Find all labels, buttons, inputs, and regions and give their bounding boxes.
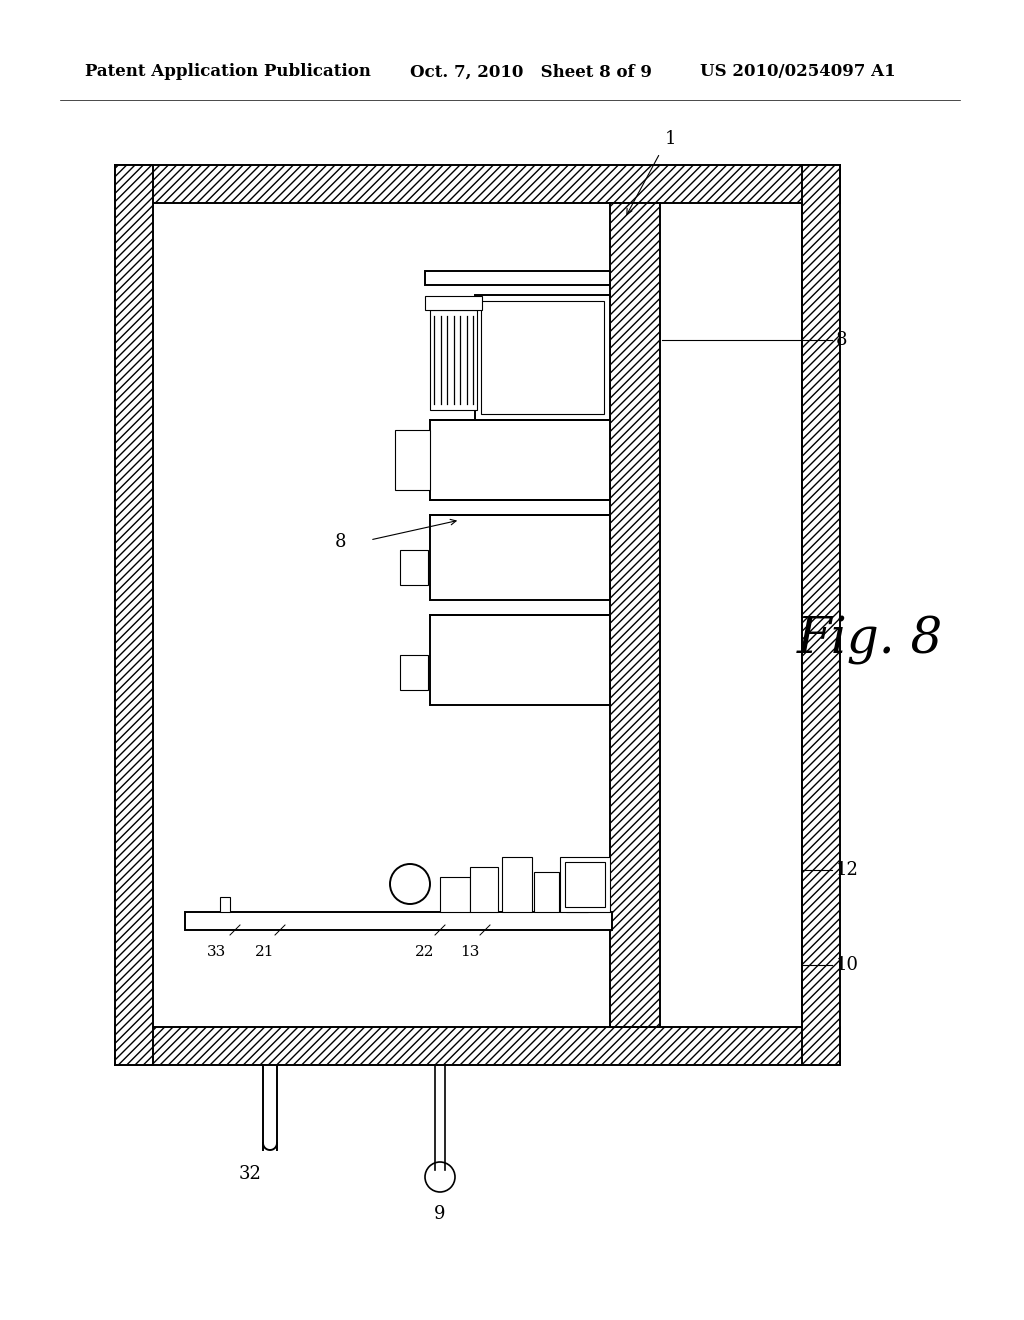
Bar bbox=[802, 165, 840, 1065]
Bar bbox=[400, 655, 428, 690]
Text: 1: 1 bbox=[665, 129, 677, 148]
Bar bbox=[115, 165, 153, 1065]
Bar bbox=[430, 420, 610, 500]
Bar bbox=[400, 550, 428, 585]
Text: 9: 9 bbox=[434, 1205, 445, 1224]
Bar bbox=[395, 430, 430, 490]
Text: Patent Application Publication: Patent Application Publication bbox=[85, 63, 371, 81]
Bar bbox=[115, 1027, 840, 1065]
Text: 8: 8 bbox=[334, 533, 346, 550]
Bar bbox=[430, 515, 610, 601]
Bar bbox=[610, 203, 660, 1027]
Bar bbox=[115, 165, 840, 203]
Text: Fig. 8: Fig. 8 bbox=[797, 615, 943, 665]
Bar bbox=[502, 857, 532, 912]
Bar bbox=[566, 862, 588, 912]
Bar bbox=[534, 873, 559, 912]
Bar bbox=[481, 301, 604, 414]
Bar bbox=[430, 310, 477, 411]
Bar bbox=[565, 862, 605, 907]
Text: 13: 13 bbox=[461, 945, 479, 960]
Text: 32: 32 bbox=[239, 1166, 261, 1183]
Text: 8: 8 bbox=[836, 331, 848, 348]
Text: 33: 33 bbox=[208, 945, 226, 960]
Text: Oct. 7, 2010   Sheet 8 of 9: Oct. 7, 2010 Sheet 8 of 9 bbox=[410, 63, 652, 81]
Bar bbox=[560, 857, 610, 912]
Text: 10: 10 bbox=[836, 956, 859, 974]
Text: 12: 12 bbox=[836, 861, 859, 879]
Bar bbox=[185, 912, 612, 931]
Text: 22: 22 bbox=[416, 945, 435, 960]
Text: US 2010/0254097 A1: US 2010/0254097 A1 bbox=[700, 63, 896, 81]
Bar bbox=[475, 294, 610, 420]
Bar bbox=[440, 876, 470, 912]
Bar bbox=[425, 271, 610, 285]
Bar bbox=[425, 296, 482, 310]
Text: 21: 21 bbox=[255, 945, 274, 960]
Bar bbox=[430, 615, 610, 705]
Bar bbox=[220, 898, 230, 912]
Bar bbox=[470, 867, 498, 912]
